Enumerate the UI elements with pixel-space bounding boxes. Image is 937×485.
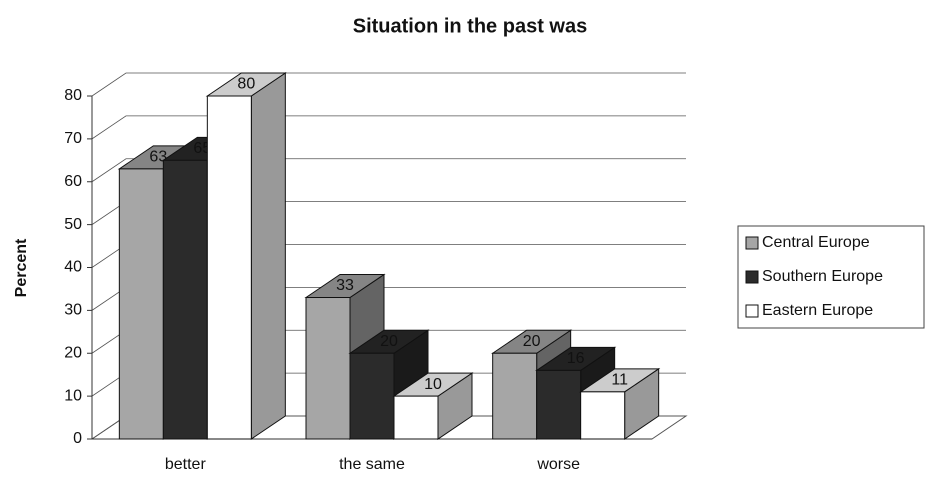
bar [349, 352, 395, 440]
grid-line [91, 158, 686, 183]
bar [118, 168, 164, 440]
data-label: 20 [523, 333, 541, 350]
data-label: 33 [336, 277, 354, 294]
y-tick-label: 50 [64, 216, 82, 233]
y-tick-label: 20 [64, 344, 82, 361]
bar [206, 95, 252, 440]
y-tick-label: 80 [64, 87, 82, 104]
bar [492, 352, 538, 440]
y-tick-label: 30 [64, 302, 82, 319]
legend-label: Eastern Europe [762, 302, 873, 319]
data-label: 80 [237, 76, 255, 93]
data-label: 10 [424, 376, 442, 393]
bar [536, 369, 582, 440]
chart-title: Situation in the past was [353, 15, 587, 37]
data-label: 20 [380, 333, 398, 350]
legend-swatch [745, 270, 759, 284]
legend-swatch [745, 304, 759, 318]
y-tick-label: 60 [64, 173, 82, 190]
x-tick-label: better [165, 456, 207, 473]
grid-line [91, 115, 686, 140]
y-tick-label: 0 [73, 430, 82, 447]
bar [305, 297, 351, 440]
y-axis-label: Percent [13, 238, 30, 297]
bar [393, 395, 439, 440]
bar [580, 391, 626, 440]
legend-label: Central Europe [762, 234, 870, 251]
y-tick-label: 10 [64, 387, 82, 404]
legend-label: Southern Europe [762, 268, 883, 285]
grid-line [91, 72, 686, 97]
data-label: 16 [567, 350, 585, 367]
y-tick-label: 70 [64, 130, 82, 147]
bar-side [250, 72, 286, 440]
y-tick-label: 40 [64, 259, 82, 276]
legend-box [737, 225, 925, 329]
bar [162, 159, 208, 440]
data-label: 11 [611, 372, 628, 389]
legend-swatch [745, 236, 759, 250]
x-tick-label: the same [339, 456, 405, 473]
x-tick-label: worse [536, 456, 580, 473]
